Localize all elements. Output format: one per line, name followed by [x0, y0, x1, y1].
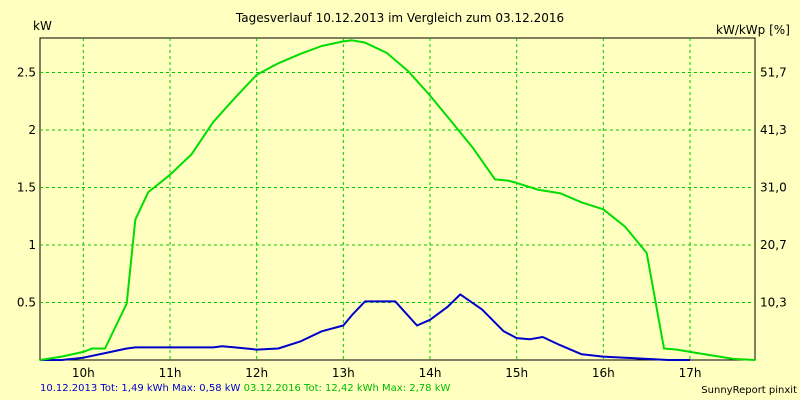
- grid: [40, 38, 755, 360]
- y2-tick-label: 41,3: [760, 123, 787, 137]
- y2-tick-label: 51,7: [760, 66, 787, 80]
- y-axis-right-label: kW/kWp [%]: [716, 23, 790, 37]
- tick-labels: 10h 11h 12h 13h 14h 15h 16h 17h 0.5 1 1.5 2 2.5 10,3 2…: [17, 66, 787, 381]
- y-tick-label: 1.5: [17, 181, 36, 195]
- y-tick-label: 2.5: [17, 66, 36, 80]
- x-tick-label: 14h: [419, 366, 442, 380]
- y2-tick-label: 31,0: [760, 181, 787, 195]
- x-tick-label: 17h: [679, 366, 702, 380]
- x-tick-label: 16h: [592, 366, 615, 380]
- credit-text: SunnyReport pinxit: [701, 385, 797, 396]
- footer-blue-summary: 10.12.2013 Tot: 1,49 kWh Max: 0,58 kW: [40, 383, 241, 394]
- x-tick-label: 15h: [505, 366, 528, 380]
- y2-tick-label: 20,7: [760, 238, 787, 252]
- series-line-blue: [40, 293, 690, 361]
- y-axis-left-label: kW: [33, 19, 52, 33]
- footer-summary: 10.12.2013 Tot: 1,49 kWh Max: 0,58 kW 03…: [40, 382, 450, 396]
- chart-title: Tagesverlauf 10.12.2013 im Vergleich zum…: [235, 11, 565, 25]
- footer-green-summary: 03.12.2016 Tot: 12,42 kWh Max: 2,78 kW: [243, 383, 451, 394]
- series-lines: [39, 39, 756, 361]
- y-tick-label: 0.5: [17, 296, 36, 310]
- y-tick-label: 2: [28, 123, 36, 137]
- series-line-green: [39, 39, 756, 361]
- x-tick-label: 10h: [72, 366, 95, 380]
- plot-area: [39, 37, 756, 361]
- x-tick-label: 13h: [332, 366, 355, 380]
- y-tick-label: 1: [28, 238, 36, 252]
- x-tick-label: 11h: [159, 366, 182, 380]
- x-tick-label: 12h: [245, 366, 268, 380]
- y2-tick-label: 10,3: [760, 296, 787, 310]
